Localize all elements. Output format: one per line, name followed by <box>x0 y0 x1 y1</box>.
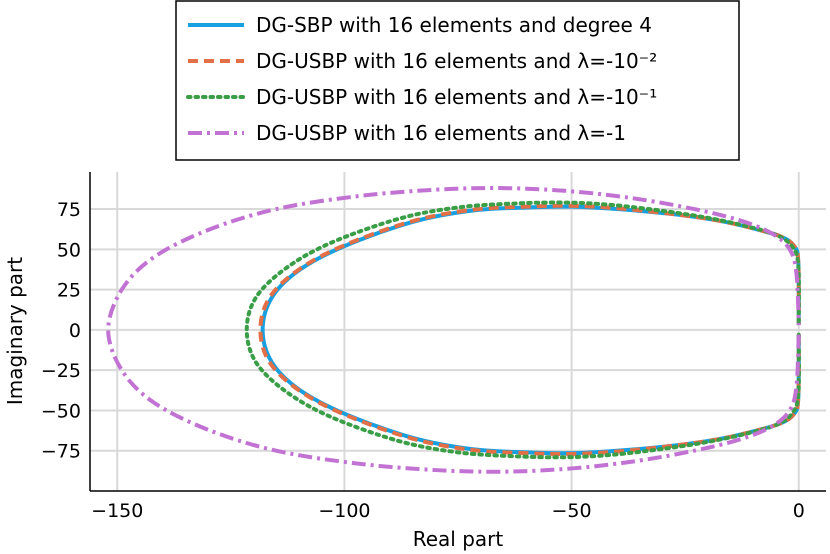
grid-lines <box>90 172 826 491</box>
series-line-4 <box>106 186 801 474</box>
legend-box <box>175 0 740 161</box>
axes <box>89 172 826 492</box>
y-axis-title: Imaginary part <box>3 257 27 405</box>
x-axis-title: Real part <box>413 527 504 551</box>
y-tick-label: 0 <box>69 320 81 342</box>
x-tick-label: 0 <box>793 500 805 522</box>
y-tick-label: 75 <box>57 199 81 221</box>
x-tick-label: −50 <box>552 500 592 522</box>
series-lines <box>106 186 801 474</box>
y-tick-label: −25 <box>41 360 81 382</box>
legend-label-3: DG-USBP with 16 elements and λ=-10⁻¹ <box>256 85 657 109</box>
y-tick-label: −50 <box>41 400 81 422</box>
series-line-3 <box>244 200 801 460</box>
y-tick-label: −75 <box>41 441 81 463</box>
legend-label-1: DG-SBP with 16 elements and degree 4 <box>256 13 652 37</box>
x-tick-label: −100 <box>318 500 370 522</box>
legend-label-2: DG-USBP with 16 elements and λ=-10⁻² <box>256 49 657 73</box>
y-tick-label: 50 <box>57 239 81 261</box>
legend-label-4: DG-USBP with 16 elements and λ=-1 <box>256 121 626 145</box>
tick-labels: −150 −100 −50 0 75 50 25 0 −25 −50 −75 <box>41 199 805 522</box>
y-tick-label: 25 <box>57 280 81 302</box>
x-tick-label: −150 <box>91 500 143 522</box>
legend: DG-SBP with 16 elements and degree 4 DG-U… <box>175 0 740 161</box>
